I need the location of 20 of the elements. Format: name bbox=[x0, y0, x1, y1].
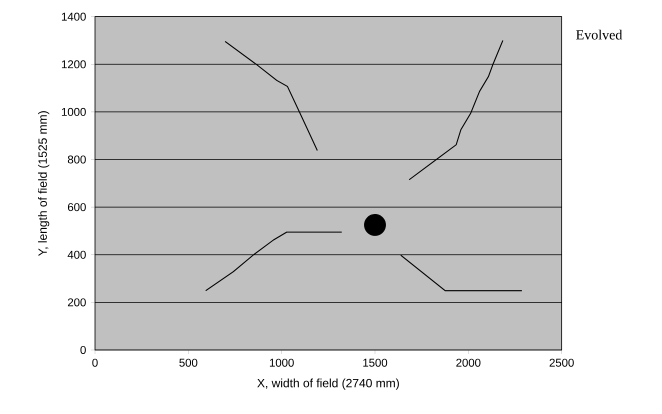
x-tick-label: 2500 bbox=[550, 358, 574, 367]
y-tick-label: 1400 bbox=[62, 12, 86, 21]
x-tick-label: 1500 bbox=[363, 358, 388, 367]
x-tick-label: 2000 bbox=[456, 358, 480, 367]
y-tick-label: 1200 bbox=[62, 60, 86, 68]
text: Evolved bbox=[576, 30, 622, 40]
y-tick-label: 0 bbox=[80, 346, 86, 354]
y-tick-label: 600 bbox=[68, 203, 86, 212]
x-tick-label: 0 bbox=[92, 358, 98, 367]
y-axis-title: Y, length of field (1525 mm) bbox=[38, 111, 50, 256]
x-axis-title: X, width of field (2740 mm) bbox=[257, 378, 399, 390]
x-tick-label: 1000 bbox=[270, 358, 294, 367]
y-tick-label: 400 bbox=[68, 250, 86, 259]
y-tick-label: 1000 bbox=[62, 108, 86, 116]
y-tick-label: 200 bbox=[68, 298, 86, 306]
line-series bbox=[408, 40, 504, 180]
y-tick-label: 800 bbox=[68, 156, 86, 164]
x-tick-label: 500 bbox=[179, 358, 198, 367]
line-series bbox=[224, 40, 318, 152]
line-series bbox=[205, 232, 342, 292]
